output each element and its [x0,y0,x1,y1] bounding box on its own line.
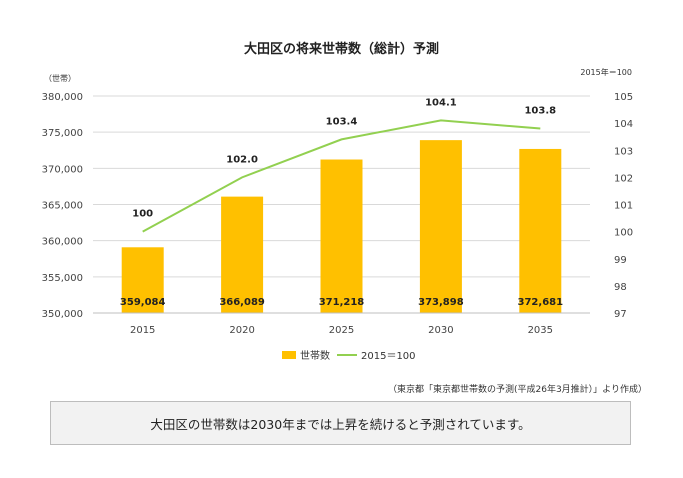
legend-label-line: 2015＝100 [361,351,416,362]
right-tick-label: 103 [614,146,633,157]
right-tick-label: 104 [614,119,633,130]
x-tick-label: 2035 [528,325,553,336]
left-tick-label: 375,000 [42,128,83,139]
left-tick-label: 370,000 [42,164,83,175]
right-tick-label: 105 [614,92,633,103]
axes: 350,000 355,000 360,000 365,000 370,000 375,0… [42,67,633,336]
x-tick-label: 2020 [229,325,254,336]
chart-title: 大田区の将来世帯数（総計）予測 [243,42,439,57]
bar-series [121,140,562,313]
legend: 世帯数 2015＝100 [282,349,416,362]
line-value-label: 103.8 [524,106,556,117]
x-tick-label: 2015 [130,325,155,336]
bar [320,159,363,313]
summary-text: 大田区の世帯数は2030年までは上昇を続けると予測されています。 [150,416,531,432]
x-tick-label: 2025 [329,325,354,336]
legend-swatch-bar [282,351,296,359]
left-tick-label: 380,000 [42,92,83,103]
left-tick-label: 365,000 [42,201,83,212]
line-value-label: 104.1 [425,97,457,108]
right-axis-unit: 2015年＝100 [580,67,632,77]
left-tick-label: 360,000 [42,237,83,248]
bar [419,140,462,313]
right-tick-label: 98 [614,282,627,293]
line-value-label: 103.4 [326,116,358,127]
data-labels: 359,084 366,089 371,218 373,898 372,681 100 10… [120,97,563,308]
bar [519,148,562,313]
right-tick-label: 102 [614,173,633,184]
line-value-label: 102.0 [226,154,258,165]
bar-value-label: 373,898 [418,297,464,308]
left-tick-label: 350,000 [42,309,83,320]
bar-value-label: 372,681 [518,297,564,308]
source-note: （東京都「東京都世帯数の予測(平成26年3月推計）」より作成） [387,385,647,395]
left-tick-label: 355,000 [42,273,83,284]
bar [121,247,164,313]
legend-label-bar: 世帯数 [300,349,330,362]
line-series [142,119,541,233]
line-value-label: 100 [132,209,153,220]
right-tick-label: 100 [614,228,633,239]
bar-value-label: 366,089 [219,297,265,308]
left-axis-unit: （世帯） [44,73,76,83]
bar [221,196,264,313]
bar-value-label: 371,218 [319,297,365,308]
x-tick-label: 2030 [428,325,453,336]
bar-value-label: 359,084 [120,297,166,308]
summary-box: 大田区の世帯数は2030年までは上昇を続けると予測されています。 [50,401,631,445]
right-tick-label: 101 [614,201,633,212]
right-tick-label: 97 [614,309,627,320]
right-tick-label: 99 [614,255,627,266]
